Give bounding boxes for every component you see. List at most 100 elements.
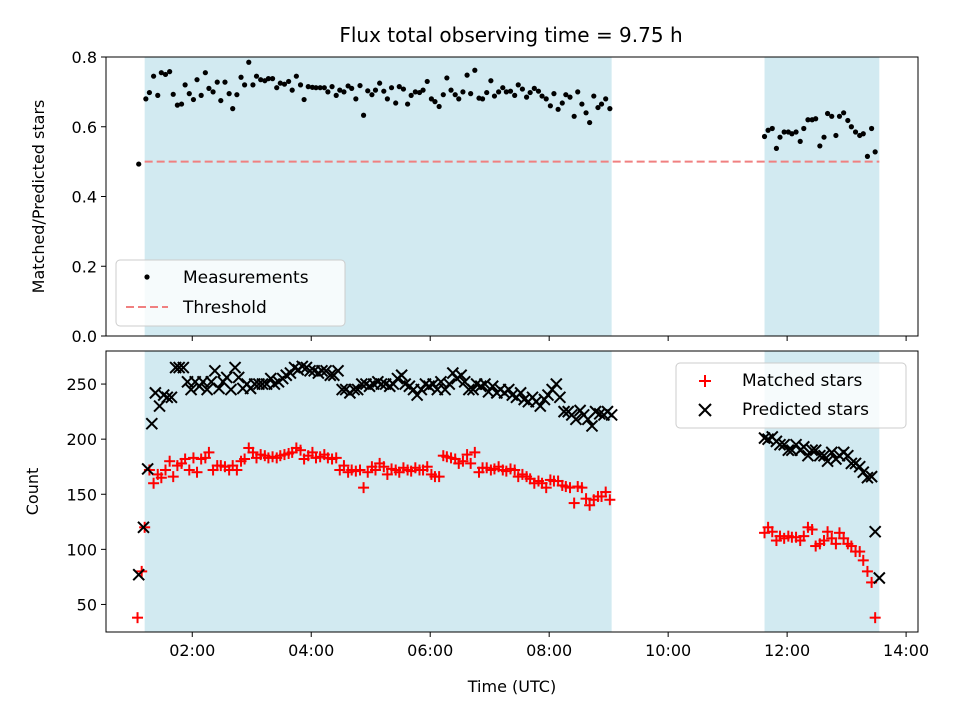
measurement-point [598,101,605,107]
count-y-axis-label: Count [23,468,42,516]
measurement-points [136,59,878,167]
predicted-star-point [200,383,214,396]
measurement-point [547,103,553,109]
y-tick-label: 200 [66,430,97,449]
predicted-star-point [773,438,787,451]
legend-threshold-label: Threshold [182,298,267,318]
matched-star-point [869,612,881,624]
measurement-point [182,82,188,88]
matched-star-point [203,446,215,458]
predicted-star-point [172,361,186,374]
measurement-point [777,134,783,140]
predicted-star-point [137,521,150,534]
measurement-point [250,82,256,88]
matched-star-point [568,497,580,509]
measurement-point [769,125,775,132]
measurement-point [293,73,299,79]
matched-star-point [362,466,374,478]
predicted-star-point [454,369,468,382]
chart-title: Flux total observing time = 9.75 h [339,23,682,47]
matched-star-point [306,446,318,458]
legend-matched-marker [699,375,711,387]
predicted-star-point [865,470,878,483]
measurement-point [512,92,518,98]
measurement-point [286,78,292,85]
matched-star-point [457,455,469,467]
measurement-point [872,149,878,155]
measurement-point [607,106,613,112]
measurement-point [543,96,549,102]
measurement-point [817,143,823,149]
measurement-point [321,85,327,91]
predicted-star-point [817,449,831,462]
matched-star-point [191,466,203,478]
matched-star-point [433,471,445,483]
measurement-point [234,92,240,98]
measurement-point [372,87,379,93]
ratio-legend-box [115,259,346,327]
predicted-star-point [232,371,245,384]
measurement-point [841,110,847,116]
matched-star-point [564,482,576,494]
measurement-point [360,112,367,118]
predicted-star-point [315,364,329,378]
ratio-y-axis-label: Matched/Predicted stars [29,100,48,294]
matched-star-point [759,527,771,539]
measurement-point [206,85,212,91]
matched-star-point [179,453,191,465]
predicted-star-point [805,443,819,457]
measurement-point [523,94,530,100]
measurement-point [496,89,502,95]
count-legend: Matched stars Predicted stars [675,362,907,429]
matched-star-point [358,482,370,494]
measurement-point [297,82,304,88]
matched-star-point [295,444,307,456]
predicted-star-point [264,372,277,385]
predicted-star-point [256,377,269,391]
measurement-point [424,78,430,85]
matched-star-point [818,535,830,547]
measurement-point [313,85,319,91]
measurement-point [277,80,283,86]
measurement-point [773,145,780,151]
predicted-star-point [534,399,547,413]
matched-star-point [798,530,810,542]
predicted-star-point [585,419,599,433]
matched-star-point [838,532,850,544]
matched-star-point [148,477,160,489]
measurement-point [190,96,197,103]
measurement-point [155,92,161,98]
measurement-point [836,113,843,119]
matched-star-point [600,486,612,498]
measurement-point [393,100,399,106]
measurement-point [595,104,601,111]
measurement-point [150,73,157,79]
measurement-point [230,106,236,112]
measurement-point [491,93,498,99]
measurement-point [265,76,271,82]
y-tick-label: 100 [66,540,97,559]
matched-star-point [766,526,778,538]
matched-star-point [833,527,845,539]
matched-star-point [830,538,842,550]
matched-star-point [421,461,433,473]
measurement-point [579,101,585,107]
measurement-point [527,89,533,96]
measurement-point [864,153,871,159]
measurement-point [869,125,875,132]
measurement-point [388,85,395,91]
matched-star-point [854,546,866,558]
measurement-point [301,96,307,103]
predicted-star-point [478,377,492,391]
predicted-star-point [212,382,226,395]
predicted-star-point [161,391,174,404]
measurement-point [852,129,859,135]
measurement-point [289,87,295,93]
measurement-point [170,91,176,97]
legend-matched-label: Matched stars [742,371,862,391]
measurement-point [833,132,839,139]
measurement-point [210,89,216,95]
measurement-point [167,69,173,75]
matched-star-point [509,464,521,476]
predicted-star-point [208,364,222,378]
